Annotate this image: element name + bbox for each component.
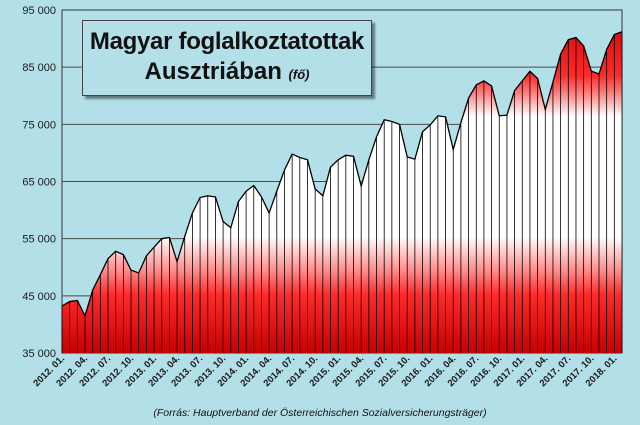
y-tick-label: 45 000 bbox=[22, 291, 56, 303]
y-tick-label: 65 000 bbox=[22, 177, 56, 189]
x-axis: 2012. 01.2012. 04.2012. 07.2012. 10.2013… bbox=[31, 353, 619, 389]
y-tick-label: 55 000 bbox=[22, 234, 56, 246]
chart-title-unit: (fő) bbox=[288, 67, 310, 82]
area-series bbox=[61, 31, 623, 353]
y-tick-label: 85 000 bbox=[22, 62, 56, 74]
y-tick-label: 95 000 bbox=[22, 5, 56, 17]
chart-title-line2: Ausztriában bbox=[144, 58, 282, 85]
area-fill bbox=[62, 31, 622, 353]
y-axis: 35 000 45 000 55 000 65 000 75 000 85 000 95 0… bbox=[22, 5, 56, 360]
y-tick-label: 35 000 bbox=[22, 348, 56, 360]
series-line bbox=[61, 31, 623, 318]
chart-title: Magyar foglalkoztatottak bbox=[89, 28, 365, 55]
source-note: (Forrás: Hauptverband der Österreichisch… bbox=[153, 407, 487, 419]
y-tick-label: 75 000 bbox=[22, 119, 56, 131]
chart-title-box: Magyar foglalkoztatottak Ausztriában (fő… bbox=[82, 20, 372, 96]
